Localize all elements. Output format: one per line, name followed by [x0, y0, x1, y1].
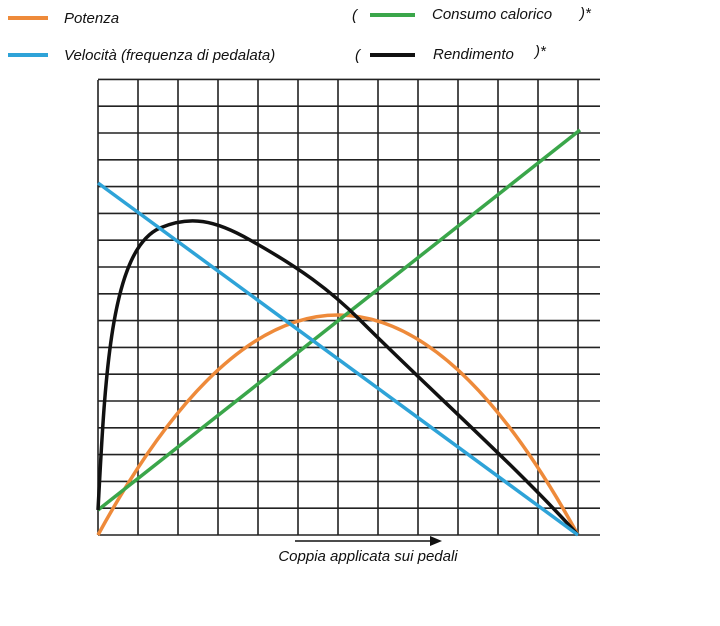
- curve-consumo: [96, 128, 582, 512]
- curves: [96, 128, 582, 537]
- legend-paren: )*: [578, 5, 592, 22]
- legend: Potenza Velocità (frequenza di pedalata)…: [8, 5, 592, 64]
- legend-label: Rendimento: [433, 46, 514, 63]
- grid: [97, 78, 600, 536]
- legend-paren: (: [352, 7, 359, 24]
- curve-potenza: [96, 313, 580, 536]
- curve-velocita: [96, 181, 580, 537]
- curve-rendimento: [96, 219, 580, 537]
- legend-label: Consumo calorico: [432, 6, 552, 23]
- legend-label: Potenza: [64, 10, 119, 27]
- legend-paren: )*: [533, 43, 547, 60]
- legend-paren: (: [355, 47, 362, 64]
- legend-label: Velocità (frequenza di pedalata): [64, 47, 275, 64]
- x-axis-label: Coppia applicata sui pedali: [278, 548, 458, 565]
- x-axis-arrow: [295, 536, 442, 546]
